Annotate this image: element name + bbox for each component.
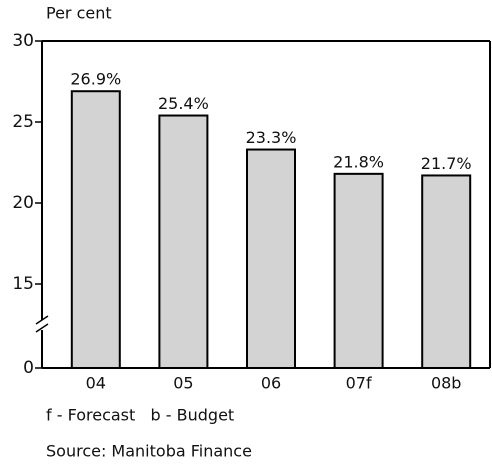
axis-break-mark bbox=[35, 323, 49, 333]
bar bbox=[158, 114, 209, 369]
axis-break-gap bbox=[36, 320, 48, 330]
y-tick-label: 0 bbox=[23, 358, 34, 378]
source: Source: Manitoba Finance bbox=[46, 442, 252, 461]
y-axis-label: Per cent bbox=[46, 4, 112, 23]
x-tick-label: 07f bbox=[346, 374, 372, 393]
bar bbox=[421, 174, 472, 369]
value-label: 26.9% bbox=[70, 70, 121, 89]
value-label: 25.4% bbox=[158, 94, 209, 113]
bar bbox=[70, 90, 121, 369]
axis-break-mark bbox=[35, 315, 49, 325]
x-tick-label: 08b bbox=[431, 374, 462, 393]
x-tick-label: 05 bbox=[173, 374, 193, 393]
value-label: 23.3% bbox=[246, 128, 297, 147]
value-label: 21.7% bbox=[421, 154, 472, 173]
y-tick-label: 25 bbox=[12, 112, 34, 132]
note: f - Forecast b - Budget bbox=[46, 406, 234, 425]
bar bbox=[246, 148, 296, 369]
x-tick-label: 04 bbox=[86, 374, 106, 393]
x-tick-label: 06 bbox=[261, 374, 281, 393]
y-tick-label: 30 bbox=[12, 31, 34, 51]
y-tick-label: 20 bbox=[12, 193, 34, 213]
bar bbox=[333, 172, 384, 369]
value-label: 21.8% bbox=[333, 152, 384, 171]
y-tick-label: 15 bbox=[12, 274, 34, 294]
